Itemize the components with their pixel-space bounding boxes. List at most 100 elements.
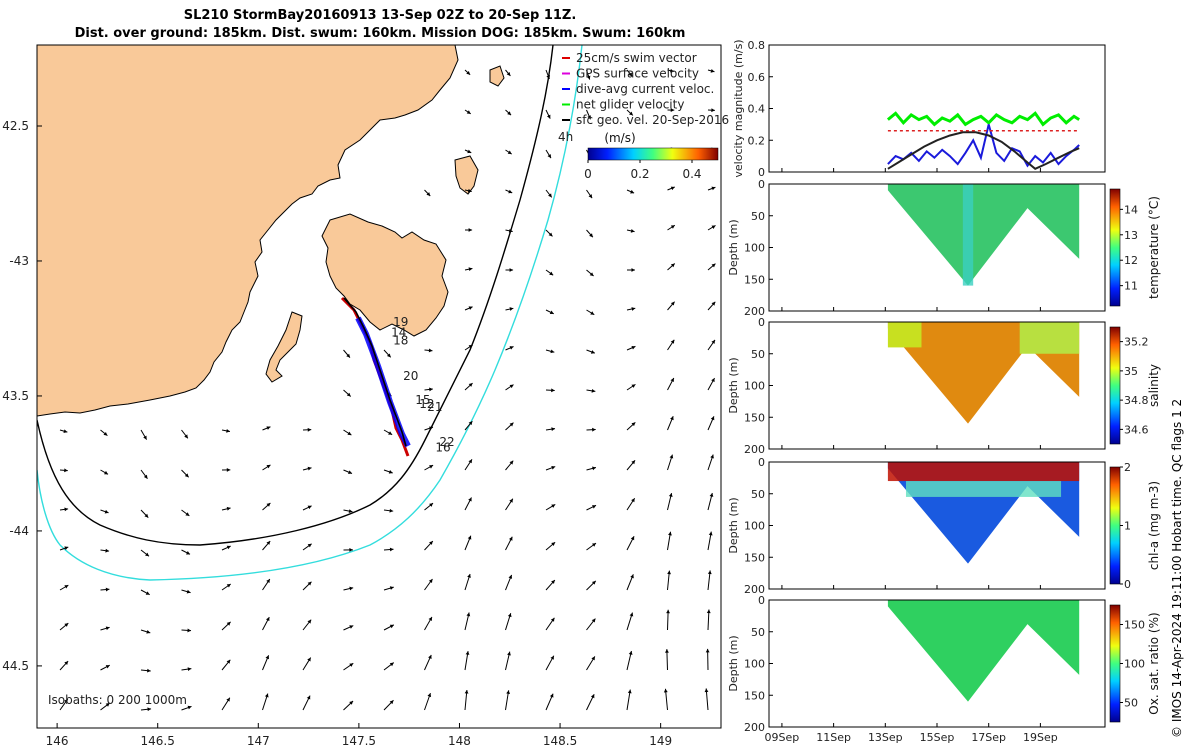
current-vector-head: [187, 667, 192, 671]
current-vector: [705, 688, 709, 711]
current-vector-head: [226, 545, 231, 550]
current-vector-head: [466, 110, 471, 114]
panel-y-tick-label: 200: [744, 583, 765, 596]
current-vector-head: [64, 661, 69, 665]
current-vector-head: [389, 662, 394, 667]
copyright-note: © IMOS 14-Apr-2024 19:11:00 Hobart time.…: [1170, 398, 1184, 738]
current-vector-head: [590, 311, 595, 315]
map-x-tick-label: 146: [46, 734, 69, 748]
current-vector-head: [550, 617, 555, 622]
current-vector-head: [143, 435, 147, 440]
current-vector-head: [670, 301, 675, 306]
current-vector-head: [184, 473, 189, 478]
current-vector-head: [548, 193, 552, 198]
current-vector-head: [226, 621, 231, 626]
current-vector-head: [186, 551, 191, 555]
current-vector-head: [706, 609, 711, 614]
current-vector-head: [349, 701, 354, 705]
section-patch: [887, 322, 922, 348]
panel-colorbar-tick-label: 2: [1124, 461, 1131, 474]
current-vector-head: [428, 616, 432, 621]
section-patch: [887, 462, 1080, 482]
current-vector-head: [509, 498, 513, 503]
current-vector-head: [547, 154, 551, 159]
panel-colorbar-tick-label: 34.8: [1124, 394, 1149, 407]
panel-y-tick-label: 0: [758, 316, 765, 329]
current-vector-head: [226, 506, 231, 511]
current-vector-head: [468, 459, 472, 464]
panel-y-label: velocity magnitude (m/s): [732, 39, 745, 177]
map-x-tick-label: 146.5: [141, 734, 175, 748]
current-vector-head: [509, 422, 514, 427]
current-vector-head: [550, 655, 554, 660]
current-vector-head: [307, 619, 312, 624]
current-vector-head: [64, 585, 69, 589]
current-vector-head: [105, 665, 110, 669]
current-vector-head: [711, 378, 715, 383]
panel-colorbar-tick-label: 35: [1124, 365, 1138, 378]
current-vector-head: [105, 626, 110, 631]
panel-y-tick-label: 100: [744, 658, 765, 671]
current-vector-head: [307, 505, 312, 510]
panel-colorbar-tick-label: 150: [1124, 619, 1145, 632]
current-vector-head: [346, 392, 351, 397]
current-vector-head: [667, 570, 671, 575]
current-vector-head: [349, 625, 354, 629]
panel-colorbar-tick-label: 11: [1124, 280, 1138, 293]
current-vector-head: [266, 426, 271, 430]
panel-y-tick-label: 150: [744, 551, 765, 564]
speed-colorbar-tick-label: 0.4: [682, 167, 701, 181]
current-vector-head: [710, 454, 714, 459]
panel-y-tick-label: 150: [744, 411, 765, 424]
track-day-label: 12: [419, 397, 434, 411]
speed-colorbar-ticks: 0 0.2 0.4: [584, 160, 702, 181]
panel-colorbar: [1109, 188, 1121, 307]
isobath-label: Isobaths: 0 200 1000m: [48, 693, 187, 707]
surface-current-vectors: [59, 68, 716, 712]
tasmania-land: [37, 45, 459, 417]
panel-colorbar-label: temperature (°C): [1147, 196, 1161, 299]
panel-y-label: Depth (m): [727, 635, 740, 691]
current-vector-head: [389, 586, 394, 590]
current-vector-head: [591, 388, 596, 393]
current-vector-head: [427, 693, 432, 698]
current-vector-head: [103, 431, 108, 436]
panel-colorbar-label: Ox. sat. ratio (%): [1147, 612, 1161, 714]
current-vector-head: [631, 384, 636, 388]
current-vector-head: [631, 268, 635, 272]
current-vector-head: [226, 583, 231, 588]
section-fill: [887, 184, 1080, 286]
track-day-label: 18: [393, 334, 408, 348]
current-vector-head: [389, 508, 394, 513]
current-vector-head: [266, 541, 271, 545]
current-vector-head: [266, 502, 271, 507]
current-vector-head: [507, 613, 512, 618]
current-vector-head: [506, 71, 511, 76]
current-vector-head: [347, 431, 352, 436]
forestier-peninsula-land: [321, 213, 449, 337]
current-vector-head: [629, 111, 633, 116]
current-vector-head: [509, 346, 514, 350]
panel-y-tick-label: 0.8: [748, 39, 766, 52]
current-vector-head: [468, 267, 473, 272]
isobath-1000m: [37, 45, 583, 581]
current-vector: [664, 688, 668, 711]
panel-colorbar-label: chl-a (mg m-3): [1147, 481, 1161, 570]
panel-x-tick-label: 11Sep: [816, 731, 851, 744]
panel-colorbar: [1109, 466, 1121, 585]
panel-y-tick-label: 0: [758, 456, 765, 469]
current-vector-head: [307, 581, 312, 586]
current-vector-head: [187, 705, 192, 710]
current-vector-head: [711, 186, 716, 191]
panel-colorbar-tick-label: 12: [1124, 254, 1138, 267]
current-vector-head: [388, 470, 393, 474]
current-vector-head: [709, 493, 714, 497]
current-vector-head: [507, 651, 511, 656]
panel-3: 0 50 100 150 200 Depth (m) 0 1 2 chl-a (mg m-3): [727, 456, 1161, 596]
current-vector-head: [266, 579, 270, 584]
current-vector-head: [105, 548, 110, 553]
panel-2: 0 50 100 150 200 Depth (m) 34.6 34.8 35 35.2 salin…: [727, 316, 1161, 456]
current-vector-head: [226, 467, 231, 472]
current-vector-head: [389, 547, 394, 552]
panel-y-tick-label: 0: [758, 594, 765, 607]
